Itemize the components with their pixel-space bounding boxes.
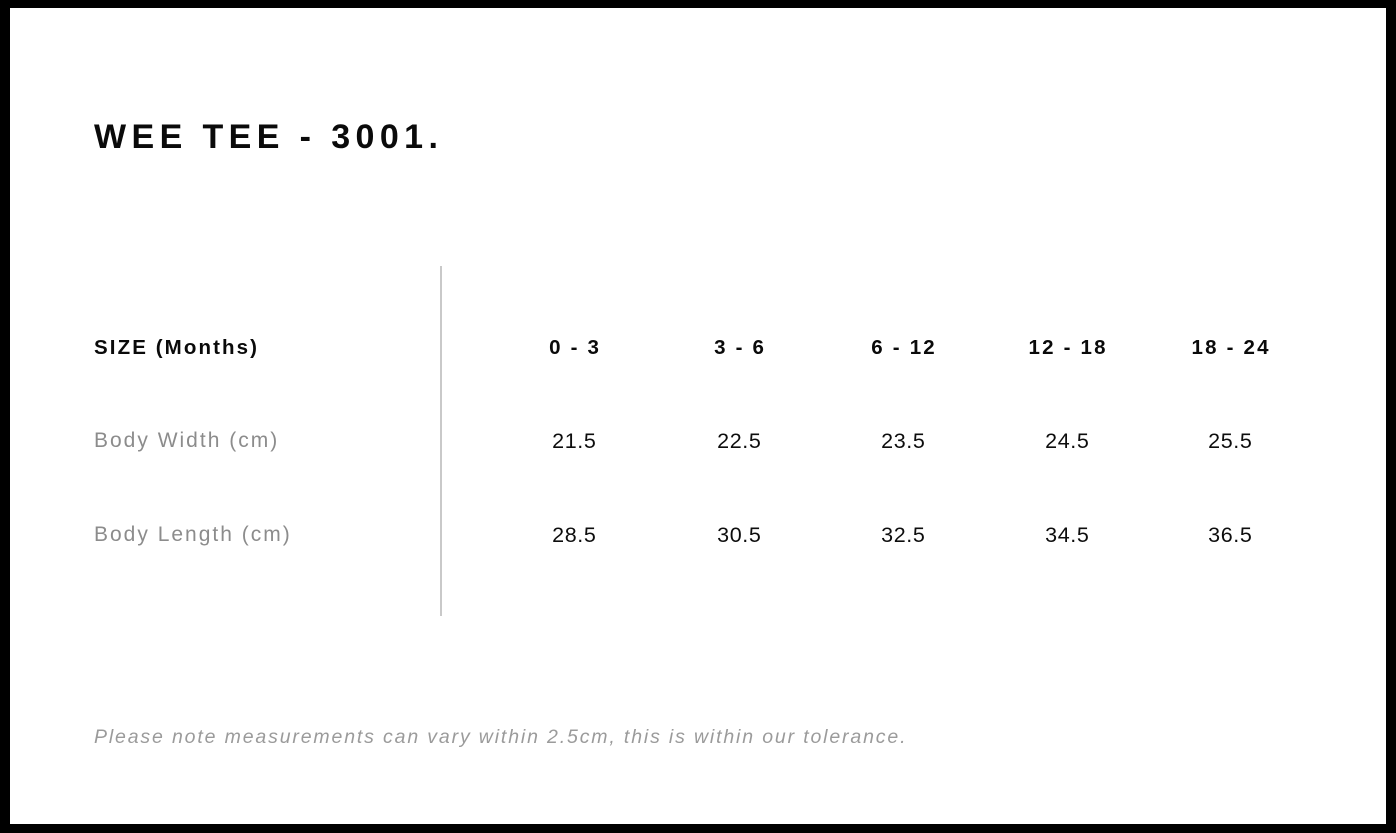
table-header-cell-0-3: 0 - 3 bbox=[549, 336, 602, 359]
cell-body-length-0-3: 28.5 bbox=[552, 523, 597, 547]
row-label-body-length: Body Length (cm) bbox=[94, 523, 292, 546]
table-header-cell-6-12: 6 - 12 bbox=[871, 336, 937, 359]
table-header-cell-18-24: 18 - 24 bbox=[1191, 336, 1271, 359]
cell-body-length-6-12: 32.5 bbox=[881, 523, 926, 547]
size-chart-table: SIZE (Months) 0 - 3 3 - 6 6 - 12 12 - 18… bbox=[10, 8, 1386, 824]
cell-body-width-18-24: 25.5 bbox=[1208, 429, 1253, 453]
table-header-size-label: SIZE (Months) bbox=[94, 336, 260, 359]
table-row: Body Length (cm) 28.5 30.5 32.5 34.5 36.… bbox=[10, 515, 1386, 555]
page-title: WEE TEE - 3001. bbox=[94, 118, 444, 156]
cell-body-length-18-24: 36.5 bbox=[1208, 523, 1253, 547]
cell-body-length-12-18: 34.5 bbox=[1045, 523, 1090, 547]
cell-body-width-12-18: 24.5 bbox=[1045, 429, 1090, 453]
row-label-body-width: Body Width (cm) bbox=[94, 429, 280, 452]
table-header-cell-3-6: 3 - 6 bbox=[714, 336, 767, 359]
table-header-row: SIZE (Months) 0 - 3 3 - 6 6 - 12 12 - 18… bbox=[10, 328, 1386, 368]
column-divider-line bbox=[440, 266, 442, 616]
tolerance-note: Please note measurements can vary within… bbox=[94, 726, 908, 748]
cell-body-width-3-6: 22.5 bbox=[717, 429, 762, 453]
card-inner: WEE TEE - 3001. SIZE (Months) 0 - 3 3 - … bbox=[10, 8, 1386, 824]
cell-body-width-0-3: 21.5 bbox=[552, 429, 597, 453]
cell-body-length-3-6: 30.5 bbox=[717, 523, 762, 547]
table-header-cell-12-18: 12 - 18 bbox=[1028, 336, 1108, 359]
table-row: Body Width (cm) 21.5 22.5 23.5 24.5 25.5 bbox=[10, 421, 1386, 461]
cell-body-width-6-12: 23.5 bbox=[881, 429, 926, 453]
